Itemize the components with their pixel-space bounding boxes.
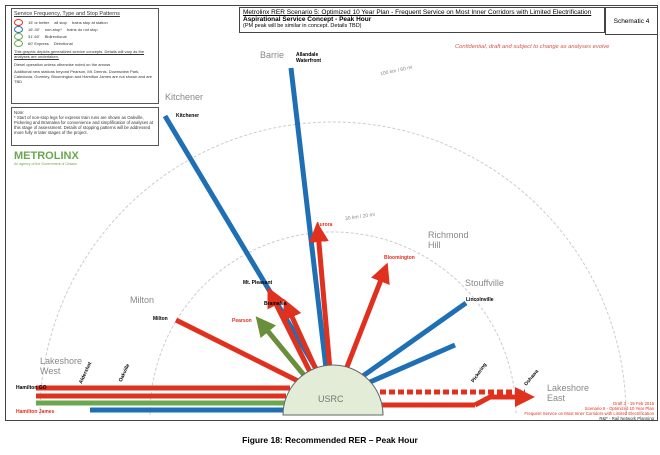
draft-description: Frequent Service on Most Inner Corridors…	[524, 411, 654, 416]
station-kitchener: Kitchener	[176, 113, 200, 119]
legend-freq: 16'-30'	[28, 27, 40, 32]
usrc-label: USRC	[318, 394, 344, 404]
legend-row: 15' or better all stop trains stop at stat…	[14, 19, 156, 26]
metrolinx-logo: METROLINX An agency of the Government of …	[14, 150, 79, 166]
map-frame	[5, 5, 658, 421]
station-hamilton-go: Hamilton GO	[16, 385, 47, 391]
corridor-lakeshore-west: Lakeshore West	[40, 356, 83, 376]
line-stouffville-2	[369, 342, 456, 385]
station-mt-pleasant: Mt. Pleasant	[243, 280, 273, 286]
line-lse-3	[473, 387, 535, 408]
corridor-barrie: Barrie	[260, 50, 285, 60]
frequency-icon	[14, 33, 23, 40]
note-text: * Start of non-stop legs for express tra…	[14, 115, 154, 135]
draft-author: R&F - Rail Network Planning	[599, 416, 654, 421]
confidential-notice: Confidential, draft and subject to chang…	[455, 44, 610, 50]
corridor-milton: Milton	[130, 295, 155, 305]
station-bramalea: Bramalea	[264, 301, 287, 307]
line-aurora	[308, 222, 333, 371]
corridor-kitchener: Kitchener	[165, 92, 204, 102]
station-allandale: Allandale Waterfront	[296, 52, 322, 64]
line-milton	[174, 317, 302, 385]
line-stouffville	[358, 300, 468, 381]
line-pearson	[255, 316, 310, 382]
legend-type: Bidirectional	[44, 34, 67, 39]
line-kitchener	[162, 114, 321, 374]
line-richmondhill	[342, 262, 390, 373]
figure-caption: Figure 18: Recommended RER – Peak Hour	[242, 435, 418, 445]
note-box: Note: * Start of non-stop legs for expre…	[11, 107, 159, 146]
line-mtpleasant	[267, 287, 315, 378]
legend-freq: 31'-60'	[28, 34, 40, 39]
station-bloomington: Bloomington	[384, 255, 415, 261]
note-title: Note:	[14, 110, 25, 115]
draft-stamp: Draft 3 - 19 Feb 2015 Scenario 5 - Optim…	[524, 401, 654, 421]
page-subtitle: Aspirational Service Concept - Peak Hour	[243, 16, 372, 23]
schematic-label: Schematic 4	[605, 7, 658, 35]
line-bramalea	[283, 298, 321, 376]
corridor-lakeshore-east: Lakeshore East	[547, 383, 590, 403]
legend-row: 16'-30' non-stop* trains do not stop	[14, 26, 156, 33]
corridor-stouffville: Stouffville	[465, 278, 504, 288]
station-pearson: Pearson	[232, 318, 252, 324]
ring-100km	[39, 121, 627, 416]
frequency-icon	[14, 19, 23, 26]
legend-type: non-stop*	[44, 27, 62, 32]
legend-type: Directional	[53, 41, 73, 46]
corridor-richmond-hill: Richmond Hill	[428, 230, 469, 250]
station-hamilton-james: Hamilton James	[16, 409, 55, 415]
draft-scenario: Scenario 5 - Optimized 10 Year Plan	[584, 406, 654, 411]
logo-tag: An agency of the Government of Ontario	[14, 162, 77, 166]
legend-freq: 60' Express	[28, 41, 49, 46]
frequency-icon	[14, 40, 23, 47]
logo-name: METROLINX	[14, 150, 79, 162]
station-milton: Milton	[153, 316, 168, 322]
line-barrie	[288, 67, 329, 369]
legend-type: all stop	[54, 20, 67, 25]
station-lincolnville: Lincolnville	[466, 297, 494, 303]
legend-stop: trains do not stop	[66, 27, 98, 32]
station-aurora: Aurora	[316, 222, 333, 228]
page-title: Metrolinx RER Scenario 5: Optimized 10 Y…	[243, 9, 592, 16]
page-note: (PM peak will be similar in concept. Det…	[243, 23, 362, 29]
draft-date: Draft 3 - 19 Feb 2015	[613, 401, 654, 406]
legend-stop: trains stop at station	[71, 20, 108, 25]
ring-30km	[149, 231, 517, 416]
legend: Service Frequency, Type and Stop Pattern…	[11, 8, 159, 104]
legend-title: Service Frequency, Type and Stop Pattern…	[14, 11, 120, 17]
title-box: Metrolinx RER Scenario 5: Optimized 10 Y…	[239, 7, 605, 33]
frequency-icon	[14, 26, 23, 33]
legend-row: 60' Express Directional	[14, 40, 156, 47]
legend-row: 31'-60' Bidirectional	[14, 33, 156, 40]
legend-disclaimer: This graphic depicts generalized service…	[14, 49, 145, 59]
legend-bullet: Additional new stations beyond Pearson, …	[14, 69, 152, 84]
legend-bullet: Diesel operation unless otherwise noted …	[14, 62, 111, 67]
usrc-hub	[282, 364, 384, 416]
legend-freq: 15' or better	[28, 20, 50, 25]
